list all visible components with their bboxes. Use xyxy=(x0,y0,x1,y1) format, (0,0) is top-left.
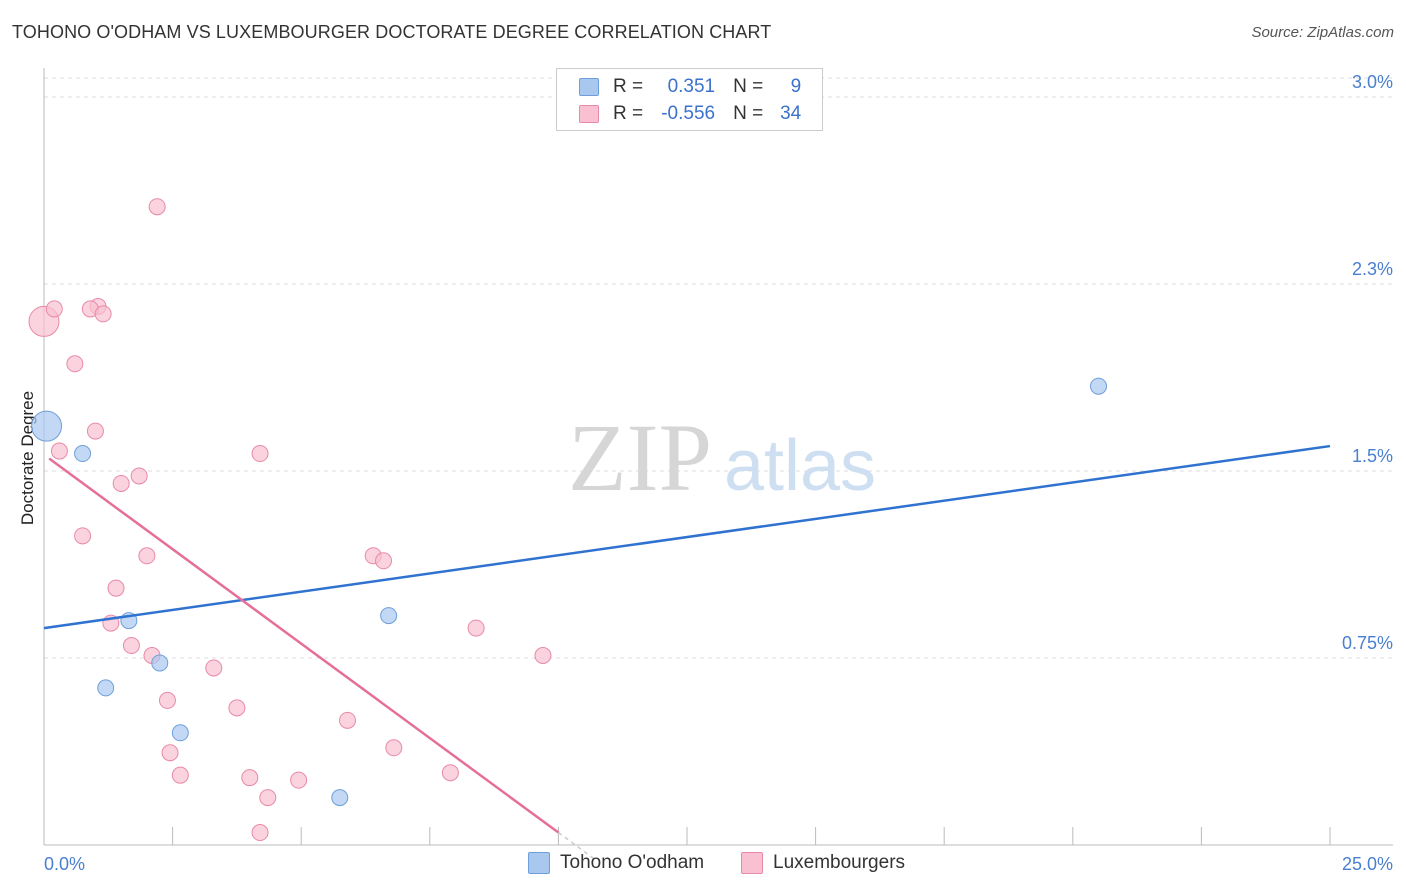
series-label-luxembourgers: Luxembourgers xyxy=(773,852,906,873)
watermark: ZIP atlas xyxy=(568,404,876,511)
y-tick-label-0: 0.75% xyxy=(1342,633,1393,653)
tohono-point-0 xyxy=(31,410,63,442)
luxembourgers-point-23 xyxy=(158,691,176,709)
y-tick-label-3: 3.0% xyxy=(1352,72,1393,92)
luxembourgers-point-6 xyxy=(66,355,84,373)
luxembourgers-point-9 xyxy=(251,445,269,463)
luxembourgers-point-28 xyxy=(171,766,189,784)
luxembourgers-point-15 xyxy=(375,552,393,570)
watermark-zip: ZIP xyxy=(568,404,712,511)
legend-swatch-pink xyxy=(579,105,599,123)
luxembourgers-point-26 xyxy=(161,744,179,762)
series-swatch-pink xyxy=(741,852,763,874)
luxembourgers-point-8 xyxy=(50,442,68,460)
legend-n-label: N = xyxy=(733,76,764,97)
legend-n-value: 34 xyxy=(780,103,802,124)
legend-row-luxembourgers: R = -0.556 N = 34 xyxy=(579,101,801,127)
watermark-atlas: atlas xyxy=(724,426,876,506)
luxembourgers-point-1 xyxy=(45,300,63,318)
legend-r-label: R = xyxy=(613,76,644,97)
gridlines xyxy=(44,77,1393,659)
legend-n-label: N = xyxy=(733,103,764,124)
luxembourgers-trend-line xyxy=(48,457,560,834)
tohono-point-5 xyxy=(171,724,189,742)
luxembourgers-point-27 xyxy=(385,739,403,757)
luxembourgers-point-22 xyxy=(534,647,552,665)
tohono-point-3 xyxy=(151,654,169,672)
chart-title: TOHONO O'ODHAM VS LUXEMBOURGER DOCTORATE… xyxy=(12,22,772,42)
luxembourgers-points xyxy=(28,198,552,842)
luxembourgers-point-13 xyxy=(138,547,156,565)
y-tick-label-1: 1.5% xyxy=(1352,446,1393,466)
luxembourgers-point-24 xyxy=(228,699,246,717)
luxembourgers-point-31 xyxy=(441,764,459,782)
tohono-point-7 xyxy=(331,789,349,807)
luxembourgers-point-30 xyxy=(290,771,308,789)
luxembourgers-point-29 xyxy=(241,769,259,787)
luxembourgers-point-11 xyxy=(130,467,148,485)
tohono-point-8 xyxy=(1090,377,1108,395)
x-tick-right: 25.0% xyxy=(1342,854,1393,874)
luxembourgers-point-20 xyxy=(205,659,223,677)
axes xyxy=(43,68,1393,846)
luxembourgers-point-18 xyxy=(122,637,140,655)
tohono-point-4 xyxy=(97,679,115,697)
legend-swatch-blue xyxy=(579,78,599,96)
series-swatch-blue xyxy=(528,852,550,874)
luxembourgers-point-25 xyxy=(338,711,356,729)
source-credit: Source: ZipAtlas.com xyxy=(1251,24,1394,41)
y-tick-label-2: 2.3% xyxy=(1352,259,1393,279)
y-tick-labels: 0.75% 1.5% 2.3% 3.0% xyxy=(1342,72,1393,653)
correlation-legend: R = 0.351 N = 9 R = -0.556 N = 34 xyxy=(556,68,823,131)
series-label-tohono: Tohono O'odham xyxy=(560,852,705,873)
legend-r-label: R = xyxy=(613,103,644,124)
luxembourgers-point-10 xyxy=(112,474,130,492)
x-tick-left: 0.0% xyxy=(44,854,85,874)
series-legend-tohono: Tohono O'odham xyxy=(528,852,704,874)
series-legend-luxembourgers: Luxembourgers xyxy=(741,852,905,874)
luxembourgers-point-16 xyxy=(107,579,125,597)
luxembourgers-point-4 xyxy=(94,305,112,323)
tohono-point-1 xyxy=(74,445,92,463)
tohono-point-6 xyxy=(380,607,398,625)
luxembourgers-point-32 xyxy=(259,789,277,807)
luxembourgers-point-5 xyxy=(148,198,166,216)
legend-r-value: -0.556 xyxy=(661,103,716,124)
legend-row-tohono: R = 0.351 N = 9 xyxy=(579,74,801,100)
luxembourgers-point-7 xyxy=(86,422,104,440)
legend-n-value: 9 xyxy=(790,76,802,97)
luxembourgers-point-33 xyxy=(251,824,269,842)
legend-r-value: 0.351 xyxy=(667,76,716,97)
tohono-points xyxy=(31,377,1108,807)
luxembourgers-point-21 xyxy=(467,619,485,637)
trend-lines xyxy=(43,444,1331,860)
tohono-trend-line xyxy=(43,444,1331,630)
luxembourgers-point-12 xyxy=(74,527,92,545)
